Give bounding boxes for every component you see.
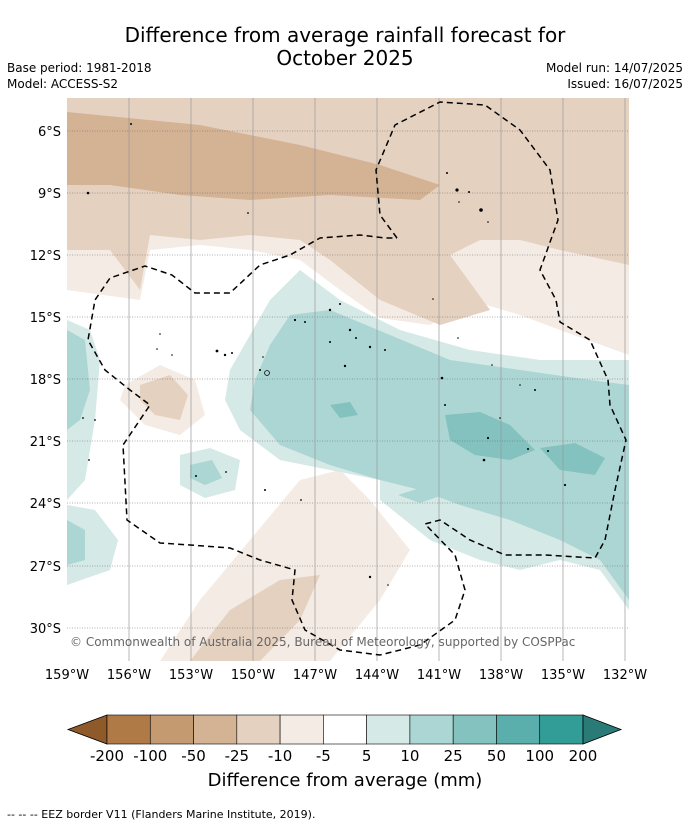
field-teal-southwest (67, 505, 118, 585)
lon-label: 138°W (479, 668, 523, 683)
field-light-brown-south (160, 470, 410, 661)
lat-label: 6°S (38, 125, 61, 140)
colorbar-tick-label: -10 (268, 747, 293, 765)
base-period: Base period: 1981-2018 (7, 61, 152, 75)
lat-label: 21°S (30, 435, 61, 450)
meta-left: Base period: 1981-2018 Model: ACCESS-S2 (7, 60, 152, 92)
colorbar-tick-label: -25 (225, 747, 250, 765)
field-brown-south (190, 575, 320, 661)
field-brown-west (140, 375, 188, 420)
lon-label: 156°W (107, 668, 151, 683)
lon-label: 132°W (603, 668, 647, 683)
colorbar-tick-label: -200 (90, 747, 124, 765)
colorbar-label: Difference from average (mm) (207, 770, 483, 791)
lon-label: 135°W (541, 668, 585, 683)
field-teal-medium (250, 310, 629, 600)
lon-label: 141°W (417, 668, 461, 683)
colorbar-bin (279, 714, 324, 745)
model-run: Model run: 14/07/2025 (545, 61, 683, 75)
colorbar-bin (366, 714, 411, 745)
map-title: Difference from average rainfall forecas… (0, 24, 690, 70)
colorbar-tick-label: -50 (181, 747, 206, 765)
title-line-1: Difference from average rainfall forecas… (124, 23, 566, 47)
colorbar-tick-label: 5 (362, 747, 372, 765)
colorbar-tick-label: 10 (400, 747, 419, 765)
colorbar-tick-label: 100 (525, 747, 554, 765)
field-dark-brown-north (67, 112, 440, 200)
model-name: Model: ACCESS-S2 (7, 77, 119, 91)
field-teal-dark-3 (330, 402, 358, 418)
field-teal-medium-sw (67, 520, 85, 565)
lat-label: 9°S (38, 187, 61, 202)
lon-label: 147°W (293, 668, 337, 683)
field-teal-dark-1 (445, 412, 535, 460)
lat-axis: 6°S 9°S 12°S 15°S 18°S 21°S 24°S 27°S 30… (30, 125, 61, 637)
lat-label: 24°S (30, 497, 61, 512)
colorbar-tick-label: 50 (487, 747, 506, 765)
gridlines (67, 130, 629, 629)
issued-date: Issued: 16/07/2025 (567, 77, 683, 91)
field-teal-dark-2 (540, 443, 605, 475)
eez-footnote: -- -- -- EEZ border V11 (Flanders Marine… (7, 808, 316, 821)
lon-label: 153°W (169, 668, 213, 683)
colorbar-extend-high (582, 714, 623, 745)
colorbar-tick-label: 200 (569, 747, 598, 765)
title-line-2: October 2025 (276, 46, 414, 70)
colorbar-bin (496, 714, 541, 745)
colorbar-bin (539, 714, 584, 745)
meridians (128, 98, 626, 661)
lat-label: 15°S (30, 311, 61, 326)
lon-axis: 159°W 156°W 153°W 150°W 147°W 144°W 141°… (45, 668, 647, 683)
copyright-text: © Commonwealth of Australia 2025, Bureau… (70, 635, 575, 649)
colorbar-bin (236, 714, 281, 745)
islands (82, 123, 567, 586)
field-teal-medium-small (190, 460, 222, 485)
lat-label: 12°S (30, 249, 61, 264)
colorbar-bin (323, 714, 367, 745)
colorbar-bin (106, 714, 151, 745)
eez-border (87, 101, 627, 656)
lat-label: 18°S (30, 373, 61, 388)
colorbar-bin (409, 714, 454, 745)
lon-label: 144°W (355, 668, 399, 683)
lat-label: 30°S (30, 622, 61, 637)
lon-label: 150°W (231, 668, 275, 683)
colorbar-tick-label: -5 (316, 747, 331, 765)
lon-label: 159°W (45, 668, 89, 683)
field-teal-medium-west (67, 330, 90, 430)
field-teal-medium-south (398, 488, 440, 503)
colorbar-ticks: -200 -100 -50 -25 -10 -5 5 10 25 50 100 200 (90, 747, 597, 765)
meta-right: Model run: 14/07/2025 Issued: 16/07/2025 (546, 60, 683, 92)
colorbar-bin (149, 714, 194, 745)
lat-label: 27°S (30, 560, 61, 575)
map-fields: © Commonwealth of Australia 2025, Bureau… (67, 98, 629, 661)
colorbar-bin (452, 714, 497, 745)
colorbar-tick-label: -100 (133, 747, 167, 765)
colorbar-tick-label: 25 (444, 747, 463, 765)
colorbar (66, 714, 623, 745)
colorbar-extend-low (66, 714, 108, 745)
colorbar-bin (193, 714, 238, 745)
